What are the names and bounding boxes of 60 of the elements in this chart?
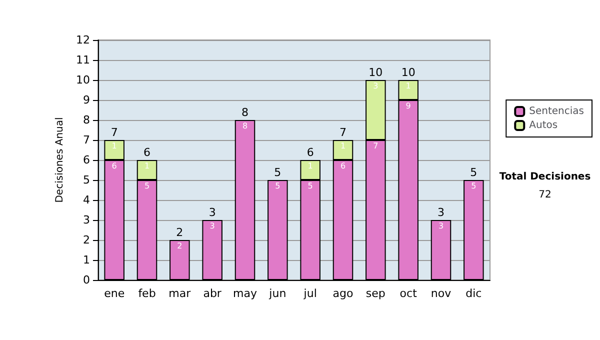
- data-label: 6: [112, 162, 117, 170]
- x-tick-label: may: [233, 287, 258, 300]
- data-label: 8: [242, 122, 248, 130]
- total-label: 5: [470, 166, 478, 179]
- y-tick-label: 2: [83, 234, 90, 246]
- x-tick-label: oct: [400, 287, 418, 300]
- y-axis-title: Decisiones Anual: [54, 117, 66, 203]
- data-label: 5: [144, 182, 150, 190]
- x-tick-label: jun: [268, 287, 286, 300]
- data-label: 1: [112, 142, 117, 150]
- data-label: 5: [471, 182, 476, 190]
- data-label: 3: [438, 222, 444, 230]
- x-tick-label: dic: [466, 287, 482, 300]
- x-tick-label: abr: [203, 287, 222, 300]
- total-label: 6: [144, 146, 150, 159]
- data-label: 5: [308, 182, 313, 190]
- y-tick-label: 10: [76, 74, 90, 86]
- x-tick-label: feb: [138, 287, 156, 300]
- data-label: 1: [144, 162, 150, 170]
- total-label: 10: [368, 66, 383, 79]
- y-tick-label: 7: [83, 134, 90, 146]
- y-tick-label: 4: [83, 194, 90, 206]
- y-tick-label: 12: [76, 34, 90, 46]
- data-label: 1: [406, 82, 411, 90]
- data-label: 7: [373, 142, 378, 150]
- x-tick-label: jul: [302, 287, 317, 300]
- total-label: 2: [176, 226, 184, 239]
- x-tick-label: nov: [430, 287, 452, 300]
- total-label: 3: [438, 206, 444, 219]
- text: 72: [538, 190, 552, 200]
- total-label: 7: [110, 126, 118, 139]
- total-label: 10: [401, 66, 416, 79]
- total-label: 6: [306, 146, 314, 159]
- y-tick-label: 8: [83, 114, 90, 126]
- data-label: 1: [308, 162, 313, 170]
- legend-label: Sentencias: [529, 106, 584, 117]
- data-label: 5: [275, 182, 280, 190]
- y-tick-label: 6: [83, 154, 90, 166]
- y-tick-label: 0: [83, 274, 90, 286]
- data-label: 6: [340, 162, 346, 170]
- legend-label: Autos: [529, 120, 558, 131]
- x-tick-label: mar: [168, 287, 192, 300]
- x-tick-label: sep: [366, 287, 386, 300]
- data-label: 3: [373, 82, 378, 90]
- total-label: 5: [274, 166, 282, 179]
- x-tick-label: ene: [104, 287, 125, 300]
- y-tick-label: 5: [83, 174, 90, 186]
- data-label: 3: [210, 222, 215, 230]
- total-label: 3: [208, 206, 216, 219]
- y-tick-label: 11: [76, 54, 90, 66]
- data-label: 9: [406, 102, 411, 110]
- data-label: 1: [340, 142, 346, 150]
- total-label: 8: [242, 106, 248, 119]
- y-tick-label: 3: [83, 214, 90, 226]
- text: Total Decisiones: [499, 172, 591, 182]
- total-label: 7: [340, 126, 346, 139]
- x-tick-label: ago: [332, 287, 354, 300]
- y-tick-label: 1: [83, 254, 90, 266]
- y-tick-label: 9: [83, 94, 90, 106]
- data-label: 2: [177, 242, 182, 250]
